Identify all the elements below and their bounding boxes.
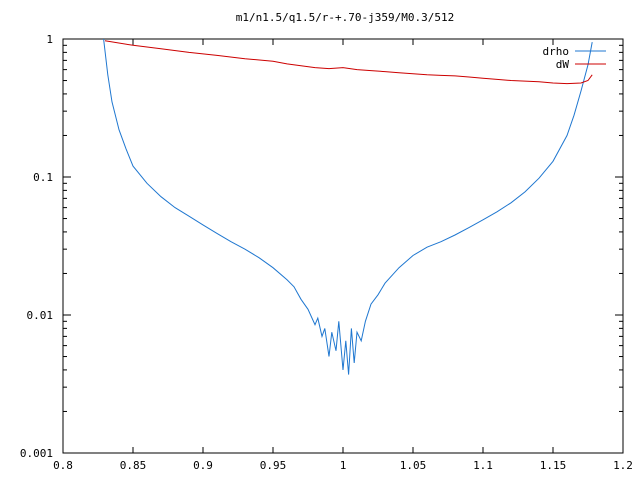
plot-frame [62,38,624,454]
axes: 0.8 0.85 0.9 0.95 1 1.05 1.1 1.15 1.2 1 0.1 0.01 0.0… [20,33,633,472]
legend-label-dW: dW [556,58,570,71]
y-tick-label: 1 [46,33,53,46]
legend-label-drho: drho [543,45,570,58]
x-tick-label: 1.1 [473,459,493,472]
y-tick-label: 0.01 [27,309,54,322]
x-tick-label: 1.15 [540,459,567,472]
x-tick-label: 0.95 [260,459,287,472]
x-tick-label: 0.8 [53,459,73,472]
x-tick-label: 1.05 [400,459,427,472]
chart-title: m1/n1.5/q1.5/r-+.70-j359/M0.3/512 [236,11,455,24]
y-tick-label: 0.1 [33,171,53,184]
series-layer [103,38,593,375]
series-line-dW [104,40,593,85]
x-tick-label: 0.9 [193,459,213,472]
y-tick-label: 0.001 [20,447,53,460]
x-tick-label: 0.85 [120,459,147,472]
x-tick-label: 1.2 [613,459,633,472]
x-tick-label: 1 [340,459,347,472]
series-line-drho [103,38,593,375]
